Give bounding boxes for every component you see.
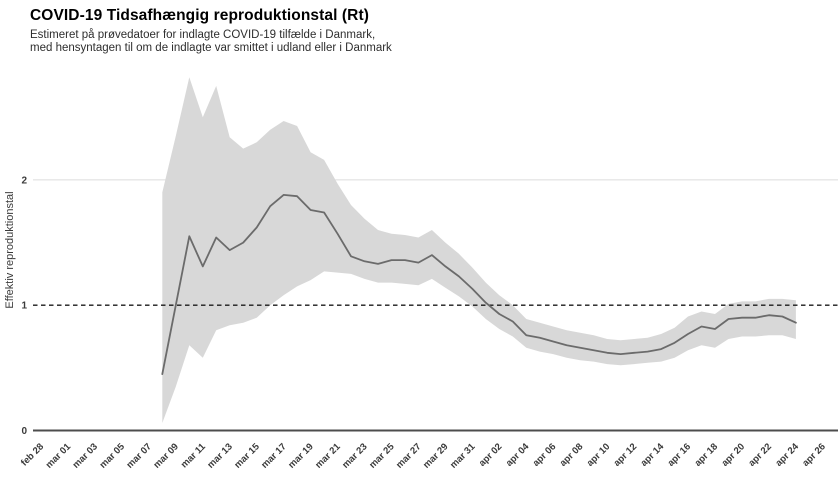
x-tick-label: mar 13 [205, 441, 234, 470]
x-tick-label: apr 18 [693, 441, 721, 469]
x-tick-label: mar 11 [179, 441, 209, 471]
x-tick-label: mar 01 [44, 441, 74, 471]
y-tick-label: 1 [21, 301, 27, 312]
x-tick-label: apr 24 [773, 441, 801, 469]
x-tick-label: mar 31 [448, 441, 478, 471]
x-tick-label: apr 06 [531, 441, 559, 469]
x-tick-label: apr 02 [477, 441, 505, 469]
x-tick-label: apr 14 [639, 441, 667, 469]
chart-title: COVID-19 Tidsafhængig reproduktionstal (… [30, 7, 370, 24]
rt-median-line [161, 193, 797, 376]
x-tick-label: feb 28 [19, 441, 46, 468]
confidence-band [162, 77, 796, 423]
x-tick-label: mar 03 [71, 441, 100, 470]
x-tick-label: mar 19 [286, 441, 315, 470]
x-tick-label: mar 25 [367, 441, 397, 471]
x-tick-label: apr 20 [720, 441, 748, 469]
x-tick-label: apr 26 [800, 441, 828, 469]
x-tick-label: apr 04 [504, 441, 532, 469]
x-tick-label: apr 16 [666, 441, 694, 469]
x-tick-label: apr 22 [746, 441, 774, 469]
chart-subtitle-line1: Estimeret på prøvedatoer for indlagte CO… [30, 29, 376, 41]
x-tick-label: apr 12 [612, 441, 640, 469]
x-tick-label: mar 05 [98, 441, 128, 471]
x-tick-label: mar 09 [151, 441, 180, 470]
x-tick-label: mar 23 [340, 441, 369, 470]
chart-subtitle-line2: med hensyntagen til om de indlagte var s… [30, 42, 392, 54]
y-axis-title: Effektiv reproduktionstal [4, 191, 16, 308]
x-tick-label: apr 08 [558, 441, 586, 469]
x-tick-label: mar 17 [259, 441, 288, 470]
x-tick-label: mar 07 [124, 441, 153, 470]
x-tick-label: mar 21 [313, 441, 343, 471]
x-tick-label: mar 15 [232, 441, 262, 471]
x-tick-label: mar 27 [394, 441, 423, 470]
x-tick-label: apr 10 [585, 441, 613, 469]
x-tick-label: mar 29 [421, 441, 450, 470]
y-tick-label: 2 [21, 175, 27, 186]
y-tick-label: 0 [21, 426, 27, 437]
